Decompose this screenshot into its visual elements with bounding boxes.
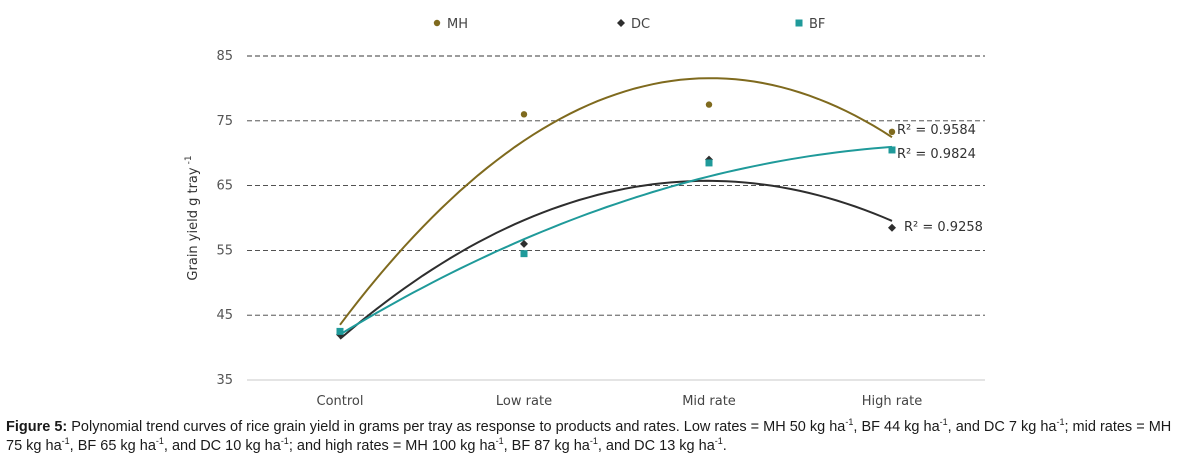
caption-text: . [722, 438, 727, 454]
point-dc [520, 239, 528, 248]
caption-sup: -1 [1056, 417, 1065, 428]
x-category-label: High rate [862, 394, 922, 409]
caption-sup: -1 [845, 417, 854, 428]
x-category-label: Control [317, 394, 364, 409]
legend-marker-mh [433, 19, 441, 27]
legend-marker-bf [795, 19, 803, 27]
y-tick-label: 45 [216, 308, 233, 323]
caption-text: ; mid rates = MH 75 kg ha [6, 419, 1172, 454]
legend-marker-dc [617, 19, 625, 27]
legend: MH DC BF [433, 17, 825, 32]
r2-label-bf: R² = 0.9824 [897, 147, 976, 162]
x-axis-categories: Control Low rate Mid rate High rate [317, 394, 923, 409]
y-tick-label: 75 [216, 114, 233, 129]
caption-text: , BF 65 kg ha [69, 438, 156, 454]
r-squared-labels: R² = 0.9584 R² = 0.9258 R² = 0.9824 [897, 123, 983, 235]
r2-label-dc: R² = 0.9258 [904, 220, 983, 235]
caption-text: , and DC 13 kg ha [597, 438, 715, 454]
gridlines [247, 55, 985, 381]
point-bf [520, 250, 528, 258]
y-tick-label: 65 [216, 179, 233, 194]
point-mh [520, 111, 528, 118]
point-dc [888, 223, 896, 232]
legend-label-mh: MH [447, 17, 468, 32]
caption-text: , and DC 7 kg ha [947, 419, 1057, 435]
caption-text: Polynomial trend curves of rice grain yi… [67, 419, 846, 435]
caption-label: Figure 5: [6, 419, 68, 435]
caption-sup: -1 [714, 436, 723, 447]
trend-curve-bf [339, 145, 893, 336]
y-axis-ticks: 35 45 55 65 75 85 [216, 49, 233, 388]
y-tick-label: 35 [216, 373, 233, 388]
trend-curve-dc [339, 179, 893, 340]
y-axis-label: Grain yield g tray-1 [184, 155, 201, 280]
caption-text: ; and high rates = MH 100 kg ha [288, 438, 496, 454]
caption-sup: -1 [939, 417, 948, 428]
caption-sup: -1 [155, 436, 164, 447]
caption-sup: -1 [280, 436, 289, 447]
point-mh [888, 128, 896, 136]
caption-text: , and DC 10 kg ha [163, 438, 281, 454]
caption-sup: -1 [589, 436, 598, 447]
point-bf [336, 327, 344, 335]
y-tick-label: 85 [216, 49, 233, 64]
caption-text: , BF 87 kg ha [503, 438, 590, 454]
trend-curve-mh [339, 77, 893, 326]
r2-label-mh: R² = 0.9584 [897, 123, 976, 138]
caption-sup: -1 [61, 436, 70, 447]
chart: 35 45 55 65 75 85 Control Low rate Mid rate High… [184, 17, 985, 409]
caption-sup: -1 [495, 436, 504, 447]
data-points [336, 101, 896, 339]
y-tick-label: 55 [216, 243, 233, 258]
caption-text: , BF 44 kg ha [853, 419, 940, 435]
point-bf [888, 146, 896, 154]
x-category-label: Low rate [496, 394, 552, 409]
point-bf [705, 159, 713, 167]
trend-curves [339, 77, 893, 340]
legend-label-bf: BF [809, 17, 825, 32]
point-mh [705, 101, 713, 108]
legend-label-dc: DC [631, 17, 650, 32]
figure-caption: Figure 5: Polynomial trend curves of ric… [6, 418, 1178, 456]
x-category-label: Mid rate [682, 394, 736, 409]
